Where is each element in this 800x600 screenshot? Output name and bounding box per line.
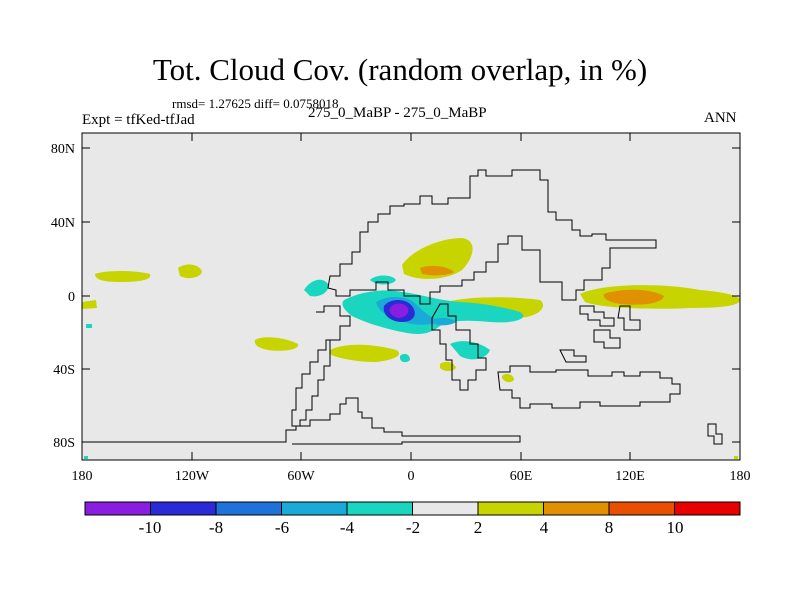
contour-yellow-4	[330, 344, 400, 362]
y-label-40n: 40N	[51, 216, 75, 231]
colorbar-box-2	[150, 501, 217, 516]
contour-cyan-5	[400, 353, 410, 363]
x-label-180w: 180	[72, 469, 93, 484]
x-label-120w: 120W	[175, 469, 210, 484]
contour-yellow-8	[82, 300, 97, 309]
coastline-islands-1	[579, 305, 615, 327]
colorbar-box-10	[674, 501, 741, 516]
stats-text: rmsd= 1.27625 diff= 0.0758018	[172, 96, 339, 111]
y-label-40s: 40S	[53, 363, 75, 378]
coastline-new-zealand	[707, 423, 723, 445]
contour-yellow-7	[178, 264, 202, 279]
coastline-eurasia-africa	[327, 169, 657, 305]
contour-fills	[82, 238, 740, 459]
x-label-180e: 180	[730, 469, 751, 484]
colorbar-label-8: 8	[605, 518, 614, 537]
coastline-islands-2	[617, 305, 641, 331]
colorbar-label-4: -4	[340, 518, 355, 537]
colorbar-label-3: -6	[275, 518, 289, 537]
colorbar-label-2: -8	[209, 518, 223, 537]
colorbar-box-9	[608, 501, 675, 516]
contour-cyan-2	[304, 279, 329, 297]
colorbar-labels: -10 -8 -6 -4 -2 2 4 8 10	[139, 518, 684, 537]
season-label: ANN	[704, 110, 737, 126]
x-label-120e: 120E	[615, 469, 645, 484]
x-label-0: 0	[408, 469, 415, 484]
x-axis	[81, 133, 741, 460]
contour-yellow-10	[502, 373, 514, 383]
colorbar-box-6	[412, 501, 479, 516]
colorbar-box-4	[281, 501, 348, 516]
contour-purple-1	[389, 303, 409, 318]
coastline-australia	[497, 365, 681, 409]
colorbar-label-6: 2	[474, 518, 483, 537]
y-axis	[82, 147, 740, 443]
coastline-south-america	[291, 305, 351, 427]
coastline-islands-3	[593, 329, 621, 349]
contour-yellow-6	[95, 271, 151, 282]
contour-yellow-2	[402, 238, 473, 279]
contour-cyan-6	[86, 324, 92, 328]
y-label-0: 0	[68, 290, 75, 305]
experiment-label: Expt = tfKed-tfJad	[82, 112, 195, 128]
y-label-80n: 80N	[51, 142, 75, 157]
contour-lightblue-2	[432, 317, 456, 326]
colorbar-box-8	[543, 501, 610, 516]
x-label-60w: 60W	[287, 469, 315, 484]
y-tick-labels: 80N 40N 0 40S 80S	[51, 142, 75, 451]
x-tick-labels: 180 120W 60W 0 60E 120E 180	[72, 469, 751, 484]
colorbar-label-1: -10	[139, 518, 162, 537]
colorbar-label-5: -2	[406, 518, 420, 537]
y-label-80s: 80S	[53, 436, 75, 451]
coastline-islands-4	[559, 349, 587, 363]
coastline-africa-south	[431, 303, 487, 391]
colorbar-box-1	[84, 501, 151, 516]
contour-orange-2	[420, 265, 454, 276]
contour-yellow-5	[254, 337, 299, 351]
contour-edge-speck-1	[84, 456, 88, 459]
x-label-60e: 60E	[510, 469, 533, 484]
coastline-antarctica	[82, 397, 521, 445]
coastlines	[82, 169, 723, 445]
colorbar-box-5	[346, 501, 413, 516]
colorbar-box-7	[477, 501, 544, 516]
case-label: 275_0_MaBP - 275_0_MaBP	[308, 105, 487, 121]
colorbar-box-3	[215, 501, 282, 516]
colorbar-label-9: 10	[667, 518, 684, 537]
contour-orange-1	[603, 289, 664, 305]
colorbar-label-7: 4	[540, 518, 549, 537]
plot-title: Tot. Cloud Cov. (random overlap, in %)	[152, 52, 648, 87]
contour-edge-speck-2	[734, 456, 738, 459]
colorbar	[84, 501, 741, 516]
contour-cyan-4	[450, 341, 490, 360]
